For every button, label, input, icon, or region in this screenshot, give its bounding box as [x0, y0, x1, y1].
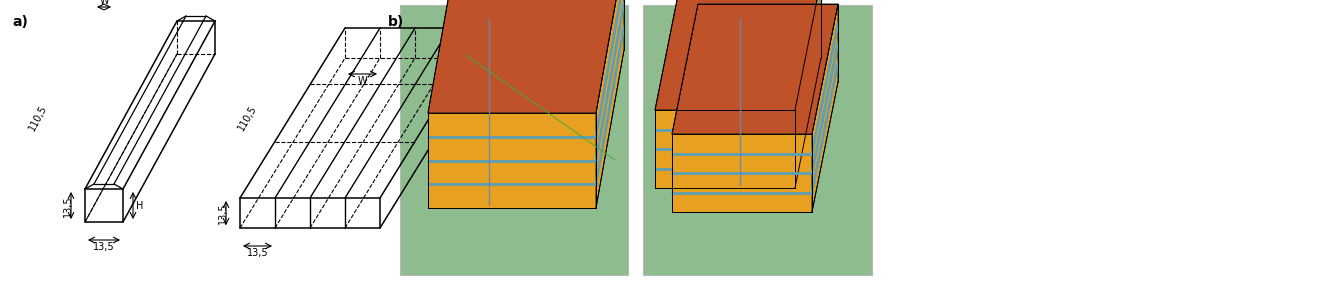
Polygon shape — [595, 0, 624, 208]
Polygon shape — [655, 0, 821, 110]
Polygon shape — [796, 0, 821, 188]
Text: 13,5: 13,5 — [247, 248, 269, 258]
Polygon shape — [427, 113, 595, 208]
Polygon shape — [655, 110, 796, 188]
Polygon shape — [672, 4, 839, 134]
Polygon shape — [427, 0, 624, 113]
Text: 110,5: 110,5 — [27, 103, 48, 133]
Text: H: H — [497, 38, 505, 48]
Text: 110,5: 110,5 — [235, 103, 258, 133]
Text: 13,5: 13,5 — [63, 195, 73, 217]
Text: W: W — [99, 0, 109, 6]
Text: H: H — [136, 201, 144, 211]
Text: W: W — [358, 76, 367, 86]
Text: 13,5: 13,5 — [93, 242, 114, 252]
Polygon shape — [812, 4, 839, 212]
Text: b): b) — [388, 15, 405, 29]
Text: 13,5: 13,5 — [218, 202, 228, 224]
Bar — [401, 5, 628, 275]
Bar — [642, 5, 872, 275]
Text: a): a) — [12, 15, 28, 29]
Polygon shape — [672, 134, 812, 212]
